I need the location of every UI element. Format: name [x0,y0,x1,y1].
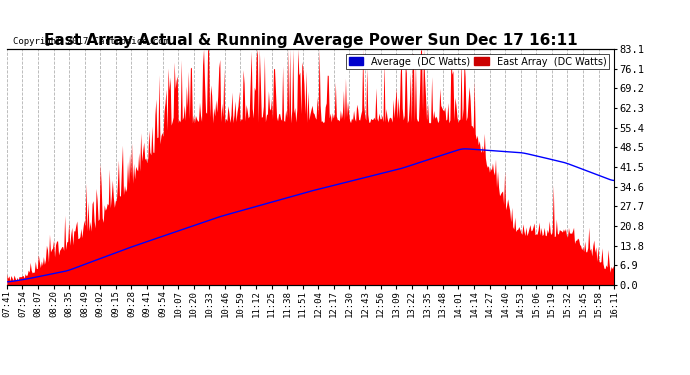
Legend: Average  (DC Watts), East Array  (DC Watts): Average (DC Watts), East Array (DC Watts… [346,54,609,69]
Title: East Array Actual & Running Average Power Sun Dec 17 16:11: East Array Actual & Running Average Powe… [43,33,578,48]
Text: Copyright 2017 Cartronics.com: Copyright 2017 Cartronics.com [13,38,169,46]
